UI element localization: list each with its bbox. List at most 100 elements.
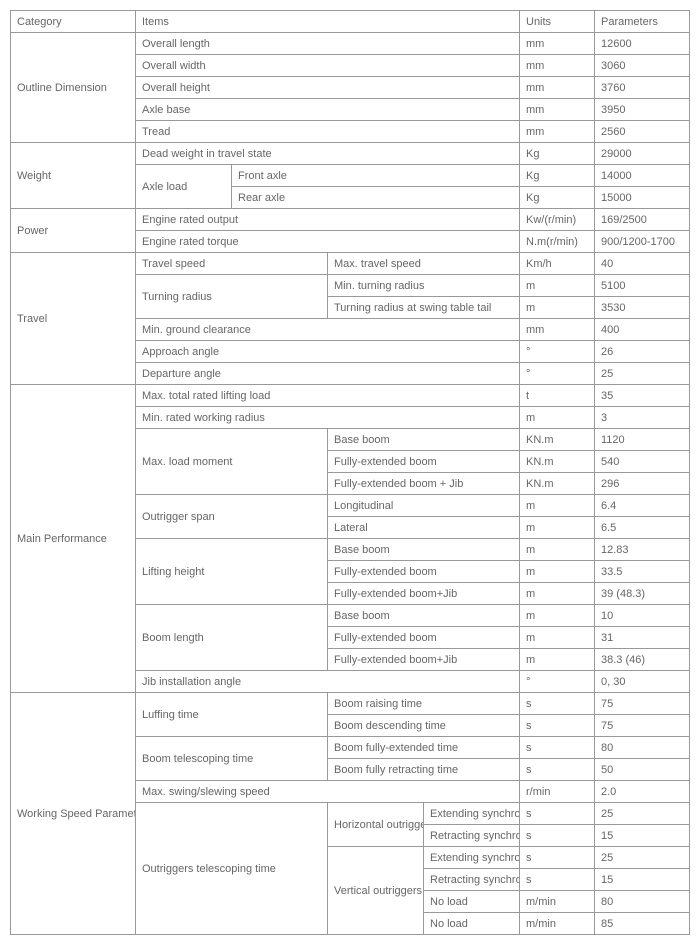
item-turning-radius: Turning radius	[136, 275, 328, 319]
unit-cell: m/min	[520, 891, 595, 913]
param-cell: 35	[595, 385, 690, 407]
unit-cell: mm	[520, 121, 595, 143]
param-cell: 1120	[595, 429, 690, 451]
param-cell: 3760	[595, 77, 690, 99]
param-cell: 296	[595, 473, 690, 495]
param-cell: 80	[595, 737, 690, 759]
unit-cell: t	[520, 385, 595, 407]
param-cell: 400	[595, 319, 690, 341]
unit-cell: mm	[520, 99, 595, 121]
unit-cell: N.m(r/min)	[520, 231, 595, 253]
unit-cell: s	[520, 869, 595, 891]
item-outriggers-telescoping: Outriggers telescoping time	[136, 803, 328, 935]
unit-cell: Km/h	[520, 253, 595, 275]
item-cell: Approach angle	[136, 341, 520, 363]
unit-cell: s	[520, 803, 595, 825]
unit-cell: Kg	[520, 165, 595, 187]
param-cell: 85	[595, 913, 690, 935]
item-cell: Boom raising time	[328, 693, 520, 715]
item-travel-speed: Travel speed	[136, 253, 328, 275]
unit-cell: s	[520, 737, 595, 759]
item-cell: Retracting synchronously	[424, 825, 520, 847]
spec-table: Category Items Units Parameters Outline …	[10, 10, 690, 935]
unit-cell: m/min	[520, 913, 595, 935]
param-cell: 6.5	[595, 517, 690, 539]
unit-cell: m	[520, 517, 595, 539]
param-cell: 2.0	[595, 781, 690, 803]
param-cell: 12600	[595, 33, 690, 55]
item-cell: Departure angle	[136, 363, 520, 385]
item-cell: Rear axle	[232, 187, 520, 209]
unit-cell: KN.m	[520, 451, 595, 473]
unit-cell: m	[520, 583, 595, 605]
item-axle-load: Axle load	[136, 165, 232, 209]
unit-cell: m	[520, 495, 595, 517]
param-cell: 169/2500	[595, 209, 690, 231]
category-outline: Outline Dimension	[11, 33, 136, 143]
item-cell: Front axle	[232, 165, 520, 187]
header-items: Items	[136, 11, 520, 33]
param-cell: 14000	[595, 165, 690, 187]
item-boom-telescoping: Boom telescoping time	[136, 737, 328, 781]
item-boom-length: Boom length	[136, 605, 328, 671]
item-cell: Boom descending time	[328, 715, 520, 737]
param-cell: 40	[595, 253, 690, 275]
item-cell: Max. total rated lifting load	[136, 385, 520, 407]
item-cell: Fully-extended boom	[328, 451, 520, 473]
item-cell: Extending synchronously	[424, 847, 520, 869]
item-luffing-time: Luffing time	[136, 693, 328, 737]
item-cell: Lateral	[328, 517, 520, 539]
header-category: Category	[11, 11, 136, 33]
category-weight: Weight	[11, 143, 136, 209]
item-cell: Overall length	[136, 33, 520, 55]
unit-cell: mm	[520, 319, 595, 341]
param-cell: 75	[595, 693, 690, 715]
category-travel: Travel	[11, 253, 136, 385]
param-cell: 50	[595, 759, 690, 781]
param-cell: 39 (48.3)	[595, 583, 690, 605]
param-cell: 31	[595, 627, 690, 649]
param-cell: 900/1200-1700	[595, 231, 690, 253]
item-cell: Turning radius at swing table tail	[328, 297, 520, 319]
unit-cell: m	[520, 627, 595, 649]
unit-cell: m	[520, 407, 595, 429]
unit-cell: s	[520, 715, 595, 737]
header-parameters: Parameters	[595, 11, 690, 33]
unit-cell: °	[520, 363, 595, 385]
param-cell: 540	[595, 451, 690, 473]
item-lifting-height: Lifting height	[136, 539, 328, 605]
unit-cell: s	[520, 693, 595, 715]
param-cell: 29000	[595, 143, 690, 165]
item-cell: Fully-extended boom	[328, 627, 520, 649]
category-working: Working Speed Parameters	[11, 693, 136, 935]
param-cell: 15	[595, 825, 690, 847]
param-cell: 26	[595, 341, 690, 363]
item-cell: Fully-extended boom+Jib	[328, 583, 520, 605]
unit-cell: m	[520, 605, 595, 627]
param-cell: 25	[595, 363, 690, 385]
item-cell: Extending synchronously	[424, 803, 520, 825]
param-cell: 10	[595, 605, 690, 627]
unit-cell: s	[520, 847, 595, 869]
item-cell: Min. ground clearance	[136, 319, 520, 341]
unit-cell: m	[520, 539, 595, 561]
header-units: Units	[520, 11, 595, 33]
item-cell: Engine rated torque	[136, 231, 520, 253]
unit-cell: s	[520, 759, 595, 781]
item-cell: Base boom	[328, 539, 520, 561]
unit-cell: mm	[520, 77, 595, 99]
item-cell: Boom fully retracting time	[328, 759, 520, 781]
item-cell: Axle base	[136, 99, 520, 121]
item-cell: Retracting synchronously	[424, 869, 520, 891]
unit-cell: KN.m	[520, 473, 595, 495]
param-cell: 15000	[595, 187, 690, 209]
item-cell: Max. travel speed	[328, 253, 520, 275]
unit-cell: Kg	[520, 143, 595, 165]
unit-cell: mm	[520, 33, 595, 55]
item-cell: Jib installation angle	[136, 671, 520, 693]
param-cell: 3530	[595, 297, 690, 319]
item-cell: Overall height	[136, 77, 520, 99]
unit-cell: m	[520, 297, 595, 319]
param-cell: 2560	[595, 121, 690, 143]
item-cell: Overall width	[136, 55, 520, 77]
